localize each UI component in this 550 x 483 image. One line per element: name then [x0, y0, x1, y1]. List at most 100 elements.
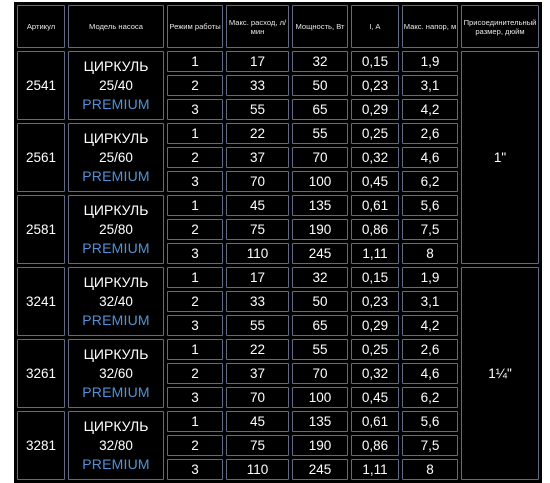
- flow-cell: 33: [226, 75, 289, 96]
- article-cell: 2581: [17, 195, 65, 264]
- model-cell: ЦИРКУЛЬ 25/40 PREMIUM: [68, 51, 164, 120]
- model-tag: PREMIUM: [82, 240, 150, 256]
- model-cell: ЦИРКУЛЬ 32/80 PREMIUM: [68, 411, 164, 480]
- flow-cell: 110: [226, 243, 289, 264]
- table-row: 3 55 65 0,29 4,2: [17, 99, 539, 120]
- table-row: 2 33 50 0,23 3,1: [17, 291, 539, 312]
- model-name: ЦИРКУЛЬ: [83, 418, 149, 434]
- model-cell: ЦИРКУЛЬ 32/60 PREMIUM: [68, 339, 164, 408]
- head-cell: 7,5: [402, 219, 458, 240]
- mode-cell: 2: [167, 363, 223, 384]
- header-article: Артикул: [17, 5, 65, 48]
- power-cell: 32: [292, 267, 348, 288]
- article-cell: 3281: [17, 411, 65, 480]
- head-cell: 5,6: [402, 195, 458, 216]
- mode-cell: 2: [167, 435, 223, 456]
- flow-cell: 75: [226, 219, 289, 240]
- power-cell: 135: [292, 195, 348, 216]
- flow-cell: 70: [226, 387, 289, 408]
- mode-cell: 2: [167, 75, 223, 96]
- mode-cell: 1: [167, 267, 223, 288]
- flow-cell: 45: [226, 411, 289, 432]
- mode-cell: 1: [167, 123, 223, 144]
- model-name: ЦИРКУЛЬ: [83, 274, 149, 290]
- table-row: 2 37 70 0,32 4,6: [17, 147, 539, 168]
- mode-cell: 3: [167, 459, 223, 480]
- table-row: 3 55 65 0,29 4,2: [17, 315, 539, 336]
- head-cell: 7,5: [402, 435, 458, 456]
- table-row: 3261 ЦИРКУЛЬ 32/60 PREMIUM 1 22 55 0,25 2,6: [17, 339, 539, 408]
- flow-cell: 45: [226, 195, 289, 216]
- table-row: 2581 ЦИРКУЛЬ 25/80 PREMIUM 1 45 135 0,61 5,6: [17, 195, 539, 264]
- current-cell: 0,45: [351, 387, 399, 408]
- power-cell: 190: [292, 435, 348, 456]
- header-head: Макс. напор, м: [402, 5, 458, 48]
- head-cell: 3,1: [402, 291, 458, 312]
- pump-spec-table: Артикул Модель насоса Режим работы Макс.…: [14, 2, 542, 483]
- header-connection: Присоединительный размер, дюйм: [461, 5, 539, 48]
- power-cell: 65: [292, 99, 348, 120]
- header-row: Артикул Модель насоса Режим работы Макс.…: [17, 5, 539, 48]
- power-cell: 100: [292, 171, 348, 192]
- model-name: ЦИРКУЛЬ: [83, 202, 149, 218]
- mode-cell: 1: [167, 339, 223, 360]
- model-name: ЦИРКУЛЬ: [83, 130, 149, 146]
- head-cell: 8: [402, 243, 458, 264]
- header-current: I, A: [351, 5, 399, 48]
- table-row: 3241 ЦИРКУЛЬ 32/40 PREMIUM 1 17 32 0,15 1,9 1¼": [17, 267, 539, 480]
- flow-cell: 17: [226, 51, 289, 72]
- table-row: 2 33 50 0,23 3,1: [17, 75, 539, 96]
- power-cell: 245: [292, 459, 348, 480]
- current-cell: 0,23: [351, 291, 399, 312]
- current-cell: 0,61: [351, 195, 399, 216]
- model-cell: ЦИРКУЛЬ 32/40 PREMIUM: [68, 267, 164, 336]
- current-cell: 0,15: [351, 267, 399, 288]
- header-model: Модель насоса: [68, 5, 164, 48]
- head-cell: 4,6: [402, 147, 458, 168]
- current-cell: 0,32: [351, 147, 399, 168]
- model-tag: PREMIUM: [82, 456, 150, 472]
- model-size: 32/40: [99, 294, 133, 309]
- power-cell: 190: [292, 219, 348, 240]
- table-row: 3 110 245 1,11 8: [17, 243, 539, 264]
- header-mode: Режим работы: [167, 5, 223, 48]
- head-cell: 1,9: [402, 51, 458, 72]
- table-row: 3 70 100 0,45 6,2: [17, 387, 539, 408]
- power-cell: 100: [292, 387, 348, 408]
- article-cell: 2541: [17, 51, 65, 120]
- power-cell: 32: [292, 51, 348, 72]
- mode-cell: 3: [167, 243, 223, 264]
- flow-cell: 70: [226, 171, 289, 192]
- mode-cell: 3: [167, 387, 223, 408]
- article-cell: 2561: [17, 123, 65, 192]
- model-tag: PREMIUM: [82, 384, 150, 400]
- power-cell: 245: [292, 243, 348, 264]
- table-row: 2541 ЦИРКУЛЬ 25/40 PREMIUM 1 17 32 0,15 1,9 1": [17, 51, 539, 264]
- connection-size-cell: 1": [461, 51, 539, 264]
- flow-cell: 17: [226, 267, 289, 288]
- current-cell: 0,25: [351, 339, 399, 360]
- header-power: Мощность, Вт: [292, 5, 348, 48]
- mode-cell: 1: [167, 51, 223, 72]
- model-tag: PREMIUM: [82, 312, 150, 328]
- mode-cell: 1: [167, 195, 223, 216]
- power-cell: 70: [292, 363, 348, 384]
- model-size: 25/60: [99, 150, 133, 165]
- head-cell: 2,6: [402, 123, 458, 144]
- flow-cell: 55: [226, 99, 289, 120]
- head-cell: 4,2: [402, 99, 458, 120]
- power-cell: 55: [292, 123, 348, 144]
- table-row: 3 70 100 0,45 6,2: [17, 171, 539, 192]
- power-cell: 65: [292, 315, 348, 336]
- power-cell: 50: [292, 75, 348, 96]
- head-cell: 5,6: [402, 411, 458, 432]
- head-cell: 1,9: [402, 267, 458, 288]
- current-cell: 0,29: [351, 315, 399, 336]
- model-tag: PREMIUM: [82, 96, 150, 112]
- model-cell: ЦИРКУЛЬ 25/60 PREMIUM: [68, 123, 164, 192]
- current-cell: 1,11: [351, 459, 399, 480]
- current-cell: 0,45: [351, 171, 399, 192]
- mode-cell: 2: [167, 219, 223, 240]
- current-cell: 0,23: [351, 75, 399, 96]
- model-name: ЦИРКУЛЬ: [83, 58, 149, 74]
